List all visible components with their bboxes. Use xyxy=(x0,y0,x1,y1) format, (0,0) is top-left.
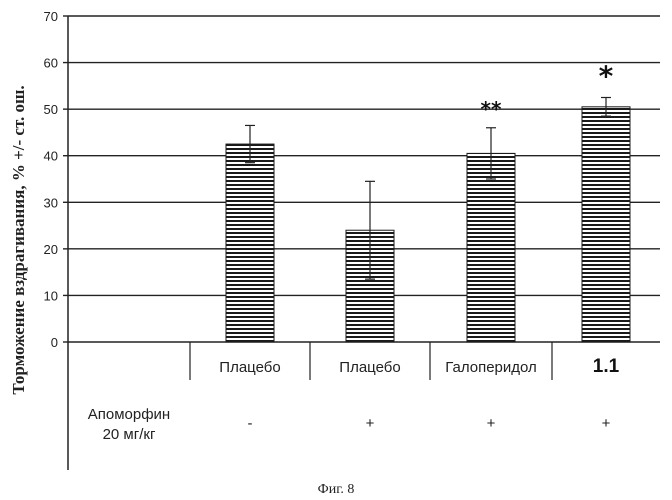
significance-marker: ** xyxy=(481,97,502,121)
y-tick-label: 40 xyxy=(44,149,58,164)
y-tick-label: 60 xyxy=(44,56,58,71)
condition-value: + xyxy=(602,415,611,432)
y-axis-label: Торможение вздрагивания, % +/- ст. ош. xyxy=(9,85,28,394)
error-bars xyxy=(245,96,611,280)
figure-caption: Фиг. 8 xyxy=(317,482,355,497)
bar xyxy=(466,152,516,343)
category-label: 1.1 xyxy=(593,356,620,377)
y-tick-label: 10 xyxy=(44,288,58,303)
y-tick-label: 70 xyxy=(44,9,58,24)
y-tick-label: 20 xyxy=(44,242,58,257)
significance-marker: * xyxy=(599,60,614,93)
significance-markers: *** xyxy=(481,60,614,121)
bars xyxy=(225,106,631,343)
y-tick-labels: 0 10 20 30 40 50 60 70 xyxy=(44,9,58,350)
category-label: Плацебо xyxy=(219,359,280,376)
condition-row-label: Апоморфин xyxy=(88,406,170,423)
bar xyxy=(581,106,631,343)
y-tick-label: 30 xyxy=(44,195,58,210)
condition-value: + xyxy=(487,415,496,432)
condition-value: + xyxy=(366,415,375,432)
category-label: Галоперидол xyxy=(445,359,537,376)
condition-row-label: 20 мг/кг xyxy=(103,426,156,443)
condition-table: Плацебо - Плацебо + Галоперидол +1.1 + Апоморфи… xyxy=(88,342,620,443)
category-label: Плацебо xyxy=(339,359,400,376)
y-tick-label: 0 xyxy=(51,335,58,350)
condition-value: - xyxy=(248,415,253,432)
y-tick-label: 50 xyxy=(44,102,58,117)
bar xyxy=(225,143,275,343)
axes xyxy=(63,15,69,470)
